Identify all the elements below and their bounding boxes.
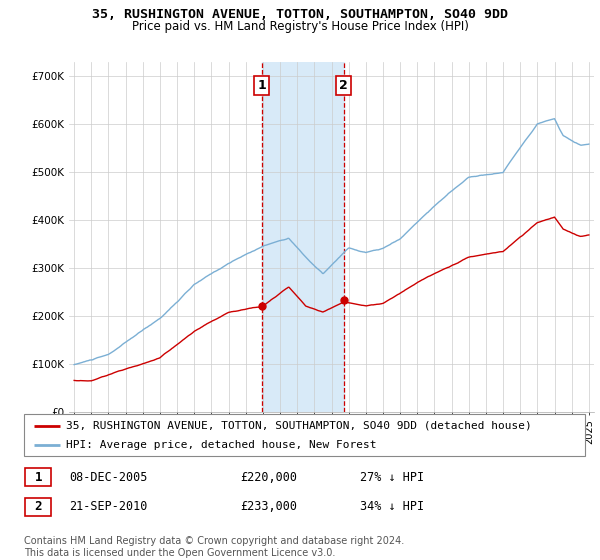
Text: 08-DEC-2005: 08-DEC-2005 bbox=[69, 470, 148, 484]
Text: 1: 1 bbox=[257, 79, 266, 92]
Bar bbox=[262, 62, 344, 412]
Text: HPI: Average price, detached house, New Forest: HPI: Average price, detached house, New … bbox=[66, 440, 377, 450]
Text: Price paid vs. HM Land Registry's House Price Index (HPI): Price paid vs. HM Land Registry's House … bbox=[131, 20, 469, 33]
Text: 2: 2 bbox=[340, 79, 348, 92]
Text: 34% ↓ HPI: 34% ↓ HPI bbox=[360, 500, 424, 514]
Text: 35, RUSHINGTON AVENUE, TOTTON, SOUTHAMPTON, SO40 9DD (detached house): 35, RUSHINGTON AVENUE, TOTTON, SOUTHAMPT… bbox=[66, 421, 532, 431]
Text: 21-SEP-2010: 21-SEP-2010 bbox=[69, 500, 148, 514]
Text: 2: 2 bbox=[35, 500, 42, 514]
Text: 35, RUSHINGTON AVENUE, TOTTON, SOUTHAMPTON, SO40 9DD: 35, RUSHINGTON AVENUE, TOTTON, SOUTHAMPT… bbox=[92, 8, 508, 21]
Text: 1: 1 bbox=[35, 470, 42, 484]
Text: £233,000: £233,000 bbox=[240, 500, 297, 514]
Text: £220,000: £220,000 bbox=[240, 470, 297, 484]
Text: 27% ↓ HPI: 27% ↓ HPI bbox=[360, 470, 424, 484]
Text: Contains HM Land Registry data © Crown copyright and database right 2024.
This d: Contains HM Land Registry data © Crown c… bbox=[24, 536, 404, 558]
